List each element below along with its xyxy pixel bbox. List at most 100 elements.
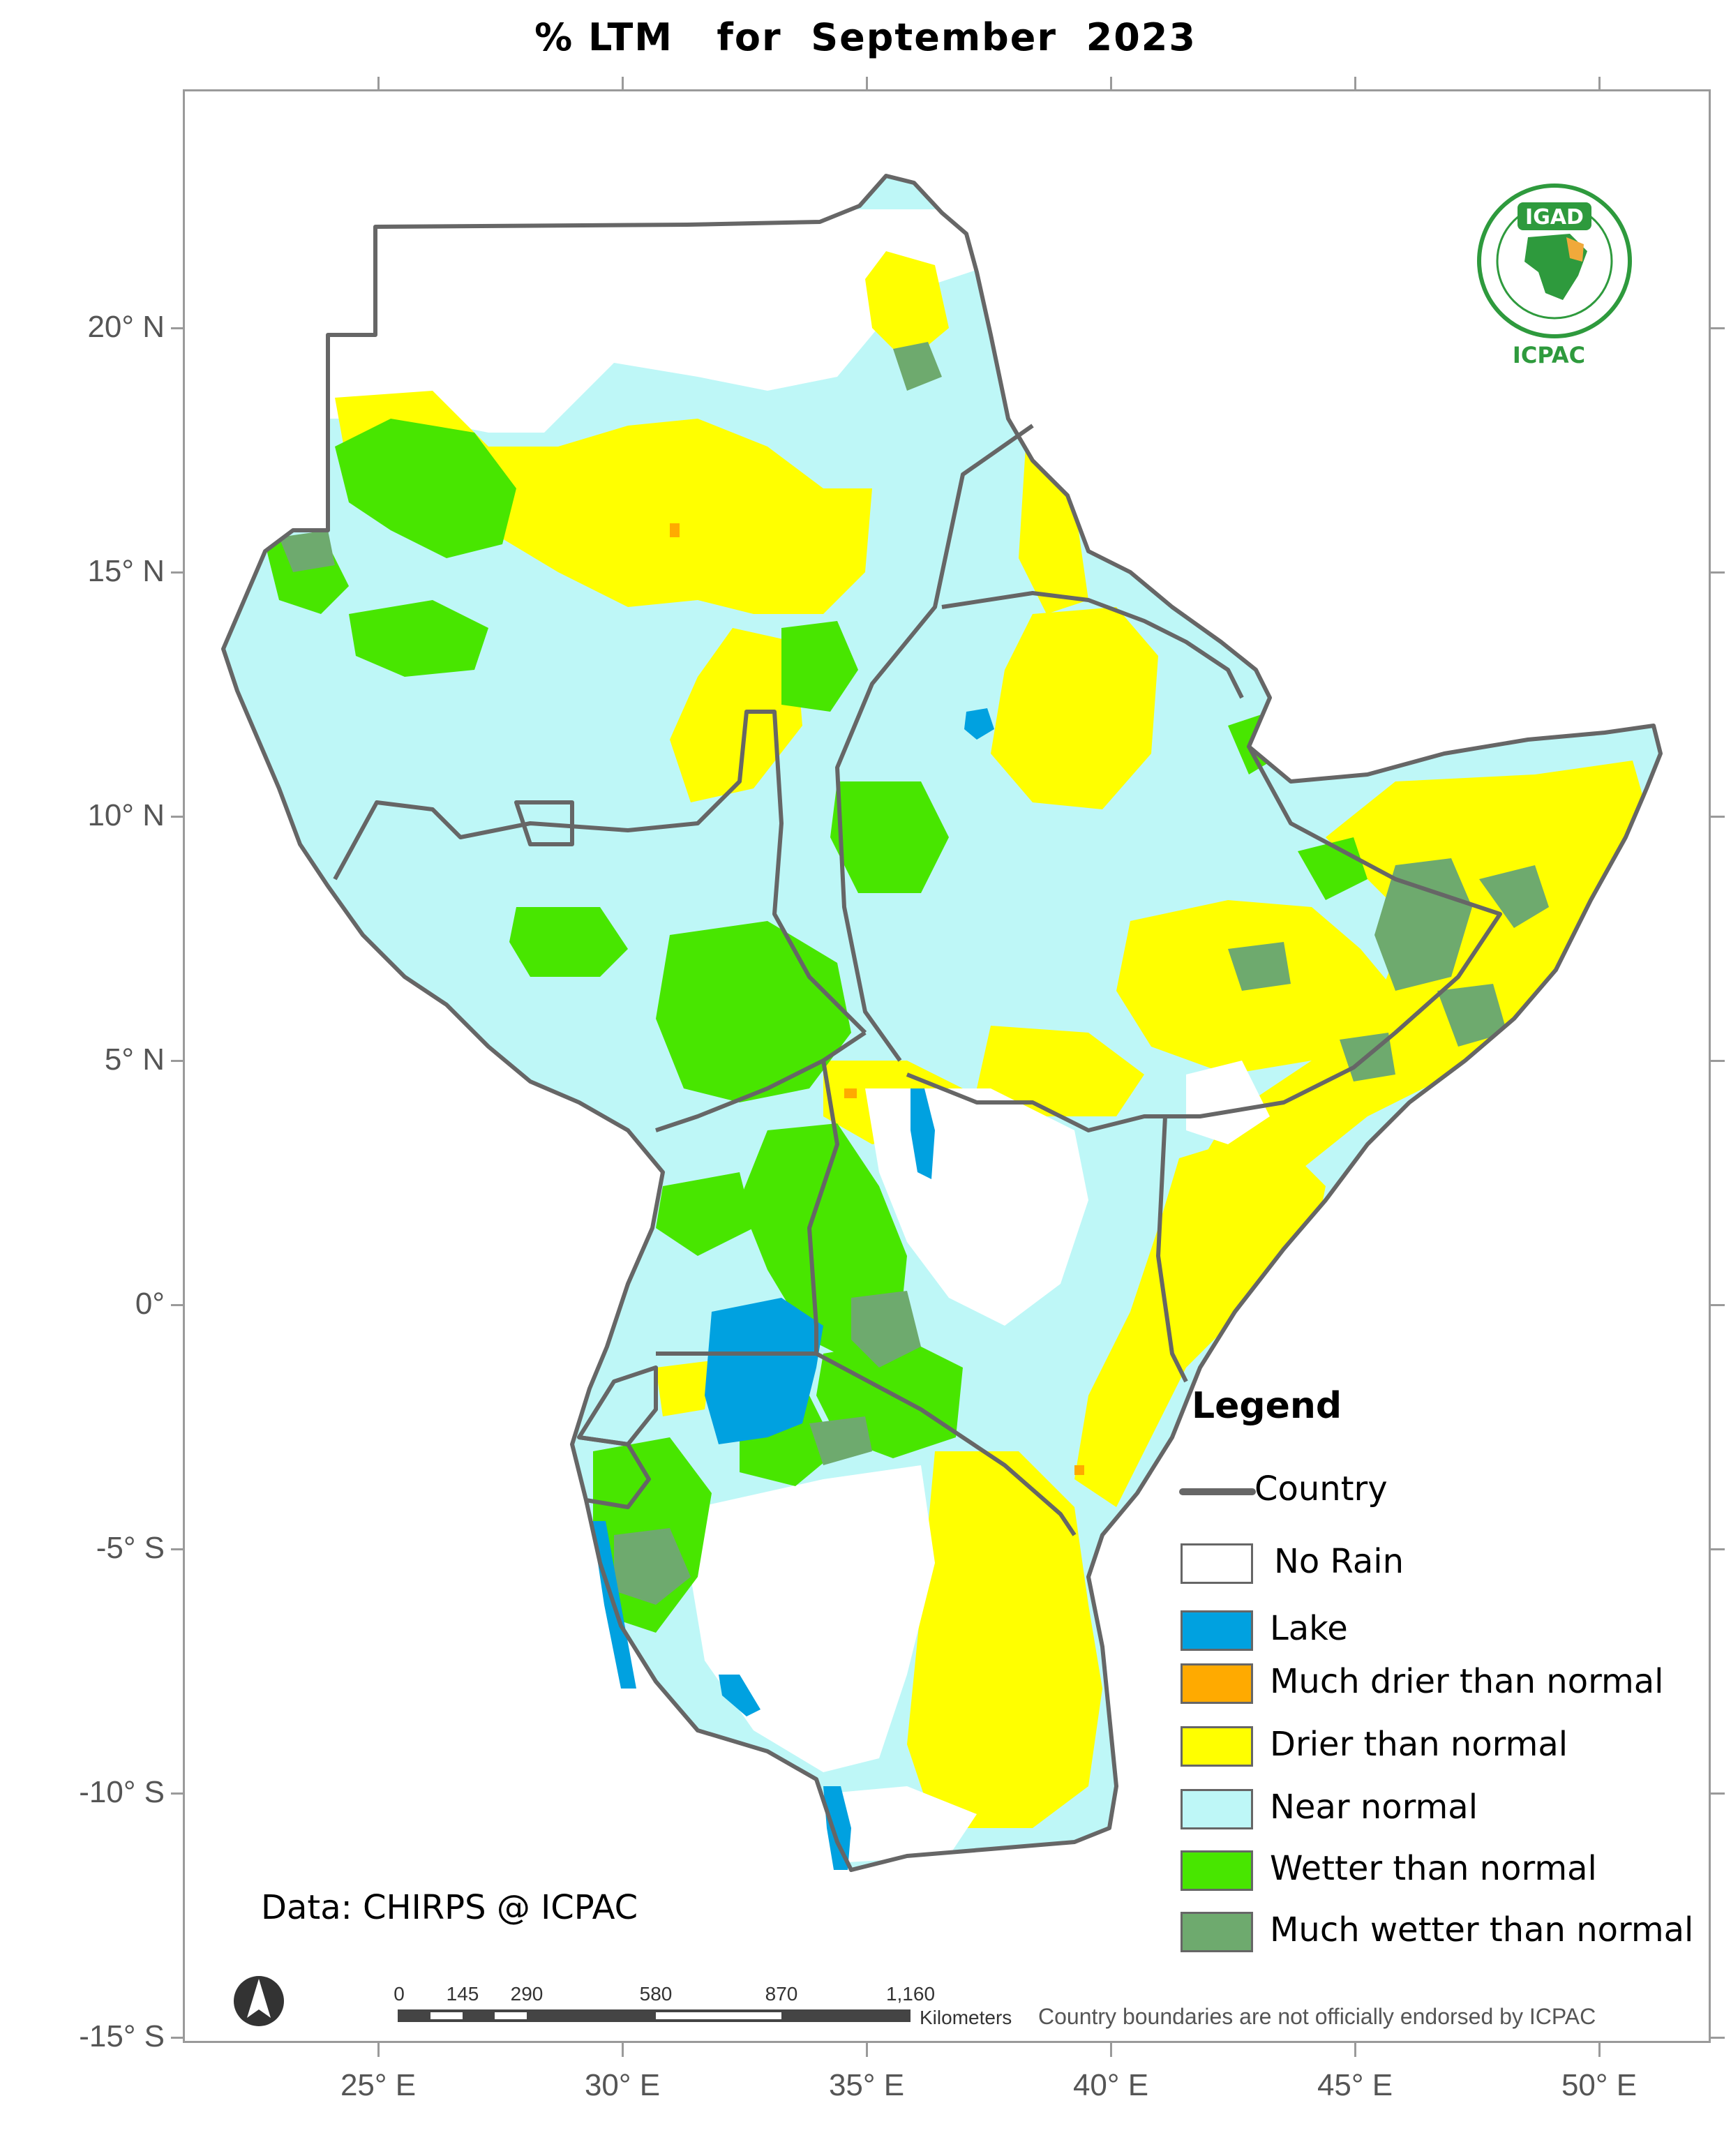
legend-label: Near normal xyxy=(1270,1788,1478,1827)
drier-area-red-sea xyxy=(865,251,949,363)
country-boundaries xyxy=(221,174,1663,1872)
x-tick-mark xyxy=(1354,2043,1356,2057)
y-tick-mark xyxy=(1711,571,1725,574)
legend-label: Wetter than normal xyxy=(1270,1849,1597,1888)
disclaimer: Country boundaries are not officially en… xyxy=(1038,2004,1596,2029)
lake-malawi xyxy=(823,1786,851,1870)
much-wetter-area-puntland xyxy=(1479,865,1549,928)
y-tick-label: 5° N xyxy=(104,1042,165,1077)
much-wetter-area-chad-border xyxy=(279,530,335,572)
y-tick-mark xyxy=(171,2037,185,2039)
y-tick-label: 0° xyxy=(135,1287,165,1321)
scale-bar-label: 290 xyxy=(510,1983,544,2005)
border-kenya-somalia xyxy=(1156,1116,1188,1383)
much-drier-spot-3 xyxy=(1074,1465,1084,1475)
x-tick-label: 45° E xyxy=(1317,2068,1393,2102)
y-tick-mark xyxy=(171,1548,185,1550)
wetter-area-uganda-west xyxy=(656,1172,754,1256)
border-kenya-tanzania xyxy=(656,1352,1077,1536)
lake-rukwa xyxy=(719,1675,760,1716)
scale-bar-label: 145 xyxy=(446,1983,479,2005)
legend-label: Much wetter than normal xyxy=(1270,1910,1694,1949)
legend-title: Legend xyxy=(1192,1385,1342,1427)
drier-area-kenya-east xyxy=(1074,1130,1326,1507)
y-tick-mark xyxy=(1711,1548,1725,1550)
wetter-area-west-sudan xyxy=(349,600,488,677)
map-frame xyxy=(183,89,1711,2043)
border-ethiopia-eritrea xyxy=(941,591,1244,699)
y-tick-label: 20° N xyxy=(87,310,165,344)
legend-label: Much drier than normal xyxy=(1270,1662,1664,1701)
y-tick-mark xyxy=(171,571,185,574)
no-rain-area-ogaden xyxy=(1186,1061,1270,1144)
scale-bar-unit: Kilometers xyxy=(920,2007,1012,2028)
drier-area-ethiopia-north xyxy=(991,607,1158,809)
logo-org-name: ICPAC xyxy=(1512,342,1586,368)
border-sudan-southsudan xyxy=(333,710,867,1035)
much-wetter-area-somalia-central xyxy=(1437,984,1507,1047)
wetter-area-south-sudan-west xyxy=(509,907,628,977)
border-burundi xyxy=(578,1435,651,1509)
y-tick-label: 15° N xyxy=(87,554,165,588)
x-tick-mark xyxy=(866,77,868,91)
legend-label: Drier than normal xyxy=(1270,1725,1568,1764)
x-tick-mark xyxy=(622,77,624,91)
much-wetter-area-tanzania-north xyxy=(809,1416,872,1465)
lake-tana xyxy=(964,708,994,740)
lakes-layer xyxy=(592,708,994,1870)
x-tick-mark xyxy=(1598,2043,1601,2057)
y-tick-mark xyxy=(171,327,185,329)
x-tick-mark xyxy=(866,2043,868,2057)
much-wetter-area-red-sea-hills xyxy=(893,342,942,391)
drier-area-rwanda xyxy=(656,1361,712,1416)
y-tick-mark xyxy=(1711,1792,1725,1795)
y-tick-mark xyxy=(1711,2037,1725,2039)
x-tick-label: 50° E xyxy=(1561,2068,1638,2102)
drier-area-tanzania-east xyxy=(907,1451,1102,1828)
x-tick-mark xyxy=(1110,2043,1112,2057)
x-tick-mark xyxy=(377,2043,380,2057)
legend-swatch xyxy=(1181,1610,1253,1651)
legend-swatch xyxy=(1181,1663,1253,1704)
x-tick-label: 25° E xyxy=(340,2068,417,2102)
lake-turkana xyxy=(911,1088,935,1179)
rainfall-anomaly-layer xyxy=(223,176,1661,1870)
scale-bar-label: 0 xyxy=(394,1983,405,2005)
y-tick-mark xyxy=(1711,1304,1725,1306)
border-ethiopia-somalia-kenya xyxy=(906,745,1502,1132)
y-tick-mark xyxy=(171,1060,185,1062)
border-rwanda xyxy=(577,1365,658,1446)
much-drier-spot-1 xyxy=(670,523,680,537)
x-tick-mark xyxy=(1354,77,1356,91)
y-tick-mark xyxy=(171,1304,185,1306)
legend-label: Lake xyxy=(1270,1609,1348,1648)
wetter-area-ethiopia-west xyxy=(830,781,949,893)
y-tick-mark xyxy=(1711,327,1725,329)
map-title: % LTM for September 2023 xyxy=(534,15,1197,59)
y-tick-mark xyxy=(171,816,185,818)
x-tick-mark xyxy=(377,77,380,91)
x-tick-mark xyxy=(1598,77,1601,91)
legend-swatch xyxy=(1181,1726,1253,1767)
north-arrow-icon xyxy=(234,1976,284,2026)
border-southsudan-uganda xyxy=(655,1031,867,1132)
much-wetter-area-ogaden xyxy=(1228,942,1291,991)
border-abyei xyxy=(514,800,574,846)
y-tick-label: -15° S xyxy=(79,2019,165,2053)
y-tick-label: -5° S xyxy=(96,1531,165,1565)
y-tick-label: 10° N xyxy=(87,798,165,832)
logo-acronym: IGAD xyxy=(1525,205,1584,230)
igad-logo: IGAD xyxy=(1477,184,1632,338)
scale-bar-label: 870 xyxy=(765,1983,798,2005)
legend-label: No Rain xyxy=(1274,1542,1404,1581)
much-drier-spot-2 xyxy=(844,1088,857,1098)
scale-bar-label: 1,160 xyxy=(885,1983,936,2005)
border-uganda-kenya xyxy=(807,1060,839,1354)
x-tick-mark xyxy=(622,2043,624,2057)
much-wetter-area-tanzania-west xyxy=(614,1528,691,1605)
scale-bar-label: 580 xyxy=(639,1983,673,2005)
y-tick-mark xyxy=(1711,1060,1725,1062)
wetter-area-darfur xyxy=(335,419,516,558)
drier-area-ethiopia-sw xyxy=(977,1026,1144,1116)
